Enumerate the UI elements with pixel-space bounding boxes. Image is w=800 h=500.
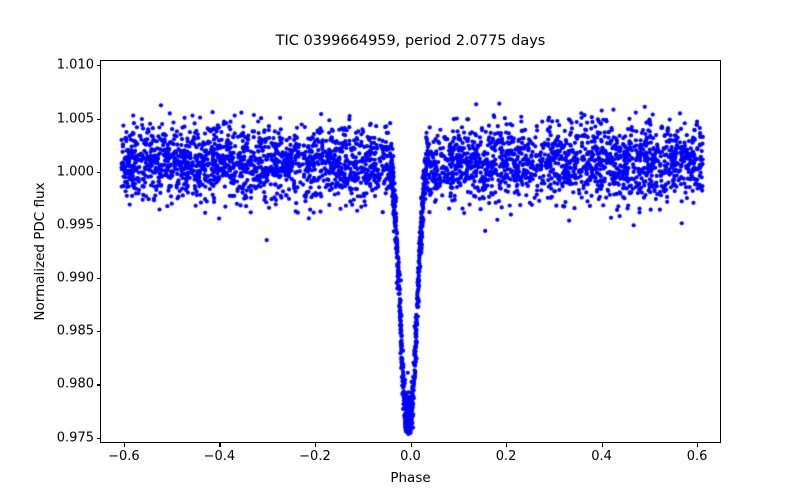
x-tick-mark bbox=[410, 442, 412, 447]
y-tick-mark bbox=[96, 171, 101, 173]
chart-title: TIC 0399664959, period 2.0775 days bbox=[275, 33, 546, 49]
y-tick-mark bbox=[96, 278, 101, 280]
y-tick-label: 1.005 bbox=[56, 111, 94, 126]
x-tick-label: 0.0 bbox=[400, 449, 421, 464]
x-tick-mark bbox=[601, 442, 603, 447]
x-tick-mark bbox=[506, 442, 508, 447]
y-tick-mark bbox=[96, 331, 101, 333]
y-tick-mark bbox=[96, 437, 101, 439]
y-tick-mark bbox=[96, 384, 101, 386]
plot-area bbox=[100, 60, 721, 443]
x-tick-mark bbox=[697, 442, 699, 447]
x-tick-label: 0.2 bbox=[495, 449, 517, 464]
y-tick-label: 0.980 bbox=[56, 376, 94, 392]
y-tick-label: 0.990 bbox=[56, 270, 94, 286]
y-tick-label: 0.975 bbox=[56, 430, 94, 446]
y-axis-label: Normalized PDC flux bbox=[32, 182, 48, 321]
x-tick-label: −0.4 bbox=[203, 449, 236, 464]
x-axis-label: Phase bbox=[390, 470, 431, 486]
y-tick-label: 1.000 bbox=[56, 164, 94, 180]
y-tick-mark bbox=[96, 118, 101, 120]
y-tick-label: 0.995 bbox=[56, 217, 94, 233]
x-tick-label: −0.6 bbox=[108, 449, 140, 464]
x-tick-mark bbox=[314, 442, 317, 447]
y-tick-mark bbox=[96, 65, 101, 67]
x-tick-mark bbox=[219, 442, 221, 447]
y-tick-mark bbox=[96, 224, 101, 226]
y-tick-label: 0.985 bbox=[56, 323, 94, 339]
y-tick-label: 1.010 bbox=[56, 57, 94, 73]
x-tick-label: 0.6 bbox=[686, 449, 708, 464]
x-tick-mark bbox=[123, 442, 125, 447]
x-tick-label: −0.2 bbox=[299, 449, 331, 464]
scatter-plot-canvas bbox=[101, 61, 720, 442]
x-tick-label: 0.4 bbox=[591, 449, 612, 464]
